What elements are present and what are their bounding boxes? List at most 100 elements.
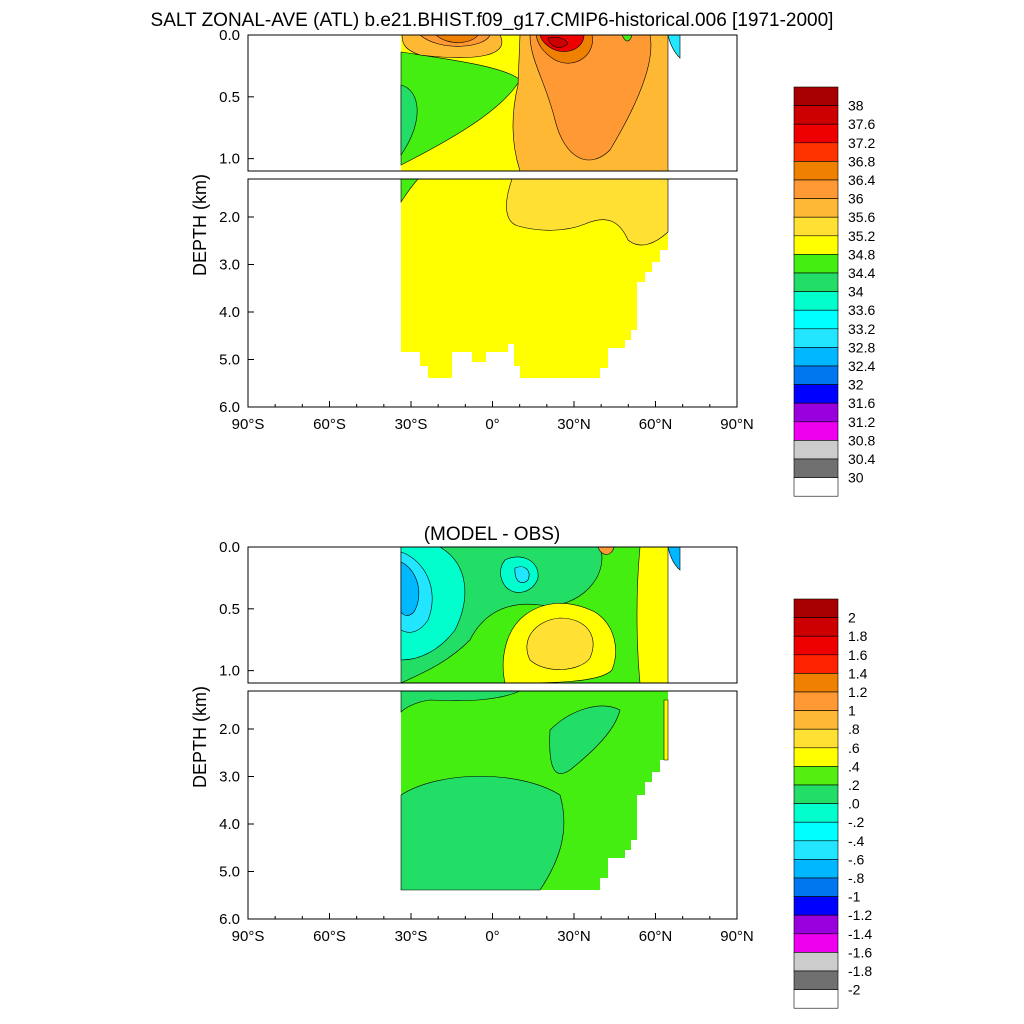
x-tick-label: 60°S xyxy=(313,928,346,945)
colorbar-label: -1.6 xyxy=(848,944,872,960)
x-tick-label: 60°N xyxy=(639,416,673,433)
bias-surface-polar xyxy=(667,547,681,571)
y-tick-label: 1.0 xyxy=(219,151,240,168)
colorbar-box xyxy=(793,105,839,125)
colorbar-box xyxy=(793,840,839,860)
colorbar-label: 33.6 xyxy=(848,302,875,318)
x-tick-label: 90°S xyxy=(232,416,265,433)
salt-axes: 90°S 60°S 30°S 0° 30°N 60°N 90°N 0.0 0.5 1.0 2.0 3.… xyxy=(219,27,754,433)
colorbar-box xyxy=(793,635,839,656)
salt-panel: 90°S 60°S 30°S 0° 30°N 60°N 90°N 0.0 0.5 1.0 2.0 3.… xyxy=(190,27,875,497)
salt-lower-field xyxy=(400,179,669,378)
colorbar-label: 30.4 xyxy=(848,451,875,467)
colorbar-box xyxy=(793,198,839,218)
colorbar-label: 38 xyxy=(848,98,864,114)
salt-colorbar: 38 37.6 37.2 36.8 36.4 36 35.6 35.2 34.8 34.4 34 33… xyxy=(793,86,875,497)
colorbar-label: 30.8 xyxy=(848,432,875,448)
colorbar-label: 37.2 xyxy=(848,135,875,151)
y-tick-label: 0.0 xyxy=(219,539,240,556)
colorbar-box xyxy=(793,402,839,423)
x-tick-label: 60°N xyxy=(639,928,673,945)
colorbar-label: 36.8 xyxy=(848,153,875,169)
colorbar-label: .4 xyxy=(848,758,860,774)
colorbar-box xyxy=(793,458,839,478)
colorbar-box xyxy=(793,747,839,767)
x-tick-label: 0° xyxy=(485,928,499,945)
salt-upper-field xyxy=(400,35,681,171)
colorbar-box xyxy=(793,161,839,181)
colorbar-label: -1 xyxy=(848,889,861,905)
x-tick-label: 90°N xyxy=(720,416,754,433)
y-tick-label: 5.0 xyxy=(219,864,240,881)
colorbar-label: -.6 xyxy=(848,851,865,867)
x-tick-label: 30°N xyxy=(557,416,591,433)
colorbar-box xyxy=(793,179,839,199)
salt-deep-ocean xyxy=(401,179,668,378)
colorbar-label: 34 xyxy=(848,284,864,300)
colorbar-box xyxy=(793,365,839,385)
colorbar-label: 31.2 xyxy=(848,414,875,430)
colorbar-label: 36.4 xyxy=(848,172,875,188)
colorbar-box xyxy=(793,142,839,162)
colorbar-box xyxy=(793,673,839,693)
colorbar-label: 1.4 xyxy=(848,665,868,681)
colorbar-box xyxy=(793,328,839,348)
colorbar-label: 32.8 xyxy=(848,339,875,355)
salt-upper-frame xyxy=(247,34,738,172)
colorbar-label: -.2 xyxy=(848,814,865,830)
y-tick-label: 3.0 xyxy=(219,769,240,786)
colorbar-box xyxy=(793,821,839,842)
colorbar-label: 33.2 xyxy=(848,321,875,337)
bias-deep-yellow-edge xyxy=(663,699,669,761)
y-tick-label: 2.0 xyxy=(219,721,240,738)
y-tick-label: 6.0 xyxy=(219,911,240,928)
figure-title: SALT ZONAL-AVE (ATL) b.e21.BHIST.f09_g17… xyxy=(151,10,834,31)
colorbar-label: -1.2 xyxy=(848,907,872,923)
colorbar-box xyxy=(793,440,839,460)
colorbar-box xyxy=(793,384,839,404)
y-tick-label: 6.0 xyxy=(219,399,240,416)
y-tick-label: 0.5 xyxy=(219,601,240,618)
colorbar-box xyxy=(793,617,839,637)
colorbar-label: 1.8 xyxy=(848,628,868,644)
colorbar-box xyxy=(793,309,839,330)
colorbar-box xyxy=(793,896,839,916)
colorbar-label: -1.4 xyxy=(848,926,872,942)
colorbar-label: -1.8 xyxy=(848,963,872,979)
colorbar-label: 34.4 xyxy=(848,265,875,281)
y-tick-label: 1.0 xyxy=(219,663,240,680)
colorbar-box xyxy=(793,989,839,1009)
colorbar-box xyxy=(793,970,839,990)
x-tick-label: 60°S xyxy=(313,416,346,433)
colorbar-box xyxy=(793,598,839,618)
y-tick-label: 5.0 xyxy=(219,352,240,369)
salt-ylabel: DEPTH (km) xyxy=(190,174,210,276)
colorbar-box xyxy=(793,803,839,823)
bias-upper-frame xyxy=(247,546,738,684)
colorbar-label: 35.6 xyxy=(848,209,875,225)
colorbar-label: -2 xyxy=(848,982,861,998)
colorbar-box xyxy=(793,272,839,292)
colorbar-label: 1.6 xyxy=(848,647,868,663)
bias-title: (MODEL - OBS) xyxy=(424,524,561,545)
colorbar-box xyxy=(793,254,839,274)
salt-max-core-north-c xyxy=(547,36,569,48)
y-tick-label: 4.0 xyxy=(219,304,240,321)
colorbar-box xyxy=(793,347,839,367)
colorbar-label: -.8 xyxy=(848,870,865,886)
colorbar-label: -.4 xyxy=(848,833,865,849)
colorbar-label: 35.2 xyxy=(848,228,875,244)
salt-southern-deep-green xyxy=(400,84,418,156)
colorbar-box xyxy=(793,86,839,106)
y-tick-label: 0.5 xyxy=(219,89,240,106)
colorbar-box xyxy=(793,291,839,311)
bias-panel: (MODEL - OBS) 90°S 60°S 30°S 0° 30°N 60°N 90°N… xyxy=(190,524,872,1009)
colorbar-label: 1 xyxy=(848,703,856,719)
bias-ylabel: DEPTH (km) xyxy=(190,686,210,788)
colorbar-box xyxy=(793,784,839,804)
colorbar-box xyxy=(793,691,839,711)
salt-dark-orange-north xyxy=(529,35,652,161)
bias-deep-lightgreen-a xyxy=(400,691,521,713)
x-tick-label: 90°S xyxy=(232,928,265,945)
